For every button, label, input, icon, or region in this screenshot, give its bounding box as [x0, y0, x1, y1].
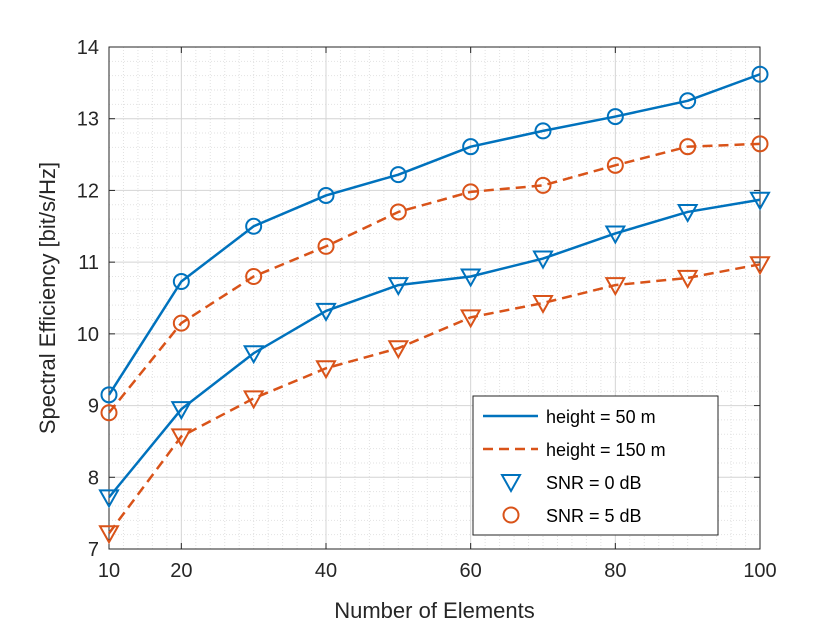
data-point-marker [315, 360, 337, 380]
y-tick-label: 12 [77, 180, 99, 202]
y-tick-label: 9 [88, 396, 99, 418]
series-line [107, 263, 761, 534]
data-point-marker [170, 428, 193, 448]
legend-label: height = 150 m [546, 440, 666, 460]
data-point-marker [604, 225, 627, 245]
data-point-marker [315, 302, 337, 322]
data-point-marker [532, 250, 554, 270]
data-point-marker [462, 138, 480, 156]
x-tick-label: 80 [604, 560, 626, 582]
legend-label: height = 50 m [546, 407, 656, 427]
y-tick-label: 8 [88, 467, 99, 489]
data-point-marker [749, 256, 771, 276]
data-point-marker [387, 340, 410, 360]
data-point-marker [170, 401, 193, 421]
data-point-marker [679, 138, 697, 156]
minor-grid [109, 47, 760, 549]
data-point-marker [459, 268, 482, 288]
series-triangle-dashed [98, 256, 771, 545]
legend-entry: height = 150 m [483, 440, 666, 460]
data-point-marker [459, 309, 482, 329]
series-line [108, 198, 761, 499]
data-point-marker [676, 203, 699, 223]
series-circle-dashed [100, 135, 769, 422]
data-point-marker [172, 314, 190, 332]
legend-label: SNR = 0 dB [546, 473, 642, 493]
data-point-marker [532, 295, 554, 315]
y-tick-label: 13 [77, 109, 99, 131]
series-line [107, 73, 761, 396]
y-tick-label: 7 [88, 539, 99, 561]
series-circle-solid [100, 65, 769, 404]
data-point-marker [604, 277, 627, 297]
x-tick-label: 40 [315, 560, 337, 582]
y-tick-labels: 7 8 9 10 11 12 13 14 [77, 37, 99, 561]
data-point-marker [751, 65, 769, 83]
data-point-marker [242, 390, 265, 410]
series-triangle-solid [98, 191, 771, 509]
x-tick-labels: 10 20 40 60 80 100 [98, 560, 777, 582]
y-axis-label: Spectral Efficiency [bit/s/Hz] [35, 162, 60, 434]
data-point-marker [679, 92, 697, 110]
x-tick-label: 60 [460, 560, 482, 582]
x-tick-label: 100 [743, 560, 776, 582]
data-point-marker [100, 404, 118, 422]
x-axis-label: Number of Elements [334, 598, 535, 623]
data-point-marker [389, 166, 407, 184]
legend-entry: SNR = 0 dB [500, 473, 642, 494]
x-tick-label: 10 [98, 560, 120, 582]
y-tick-label: 14 [77, 37, 99, 59]
data-point-marker [749, 191, 771, 211]
data-point-marker [534, 122, 552, 140]
y-tick-label: 11 [78, 252, 99, 274]
y-tick-label: 10 [77, 324, 99, 346]
data-point-marker [676, 269, 699, 289]
legend-box [472, 395, 719, 536]
data-point-marker [245, 217, 263, 235]
legend-entry: height = 50 m [483, 407, 656, 427]
data-point-marker [242, 345, 265, 365]
series-layer [98, 65, 771, 545]
data-point-marker [245, 267, 263, 285]
data-point-marker [534, 176, 552, 194]
data-point-marker [606, 156, 624, 174]
data-point-marker [317, 237, 335, 255]
data-point-marker [606, 108, 624, 126]
legend-entry: SNR = 5 dB [502, 506, 642, 526]
legend-label: SNR = 5 dB [546, 506, 642, 526]
data-point-marker [98, 525, 120, 545]
data-point-marker [389, 203, 407, 221]
legend-marker-swatch [502, 506, 520, 524]
legend-marker-swatch [500, 474, 522, 494]
data-point-marker [387, 277, 410, 297]
legend: height = 50 m height = 150 m SNR = 0 dB SNR… [472, 395, 719, 536]
data-point-marker [98, 489, 120, 509]
data-point-marker [751, 135, 769, 153]
data-point-marker [100, 386, 118, 404]
x-tick-label: 20 [170, 560, 192, 582]
data-point-marker [172, 273, 190, 291]
plot-frame [108, 46, 761, 550]
data-point-marker [462, 183, 480, 201]
data-point-marker [317, 186, 335, 204]
